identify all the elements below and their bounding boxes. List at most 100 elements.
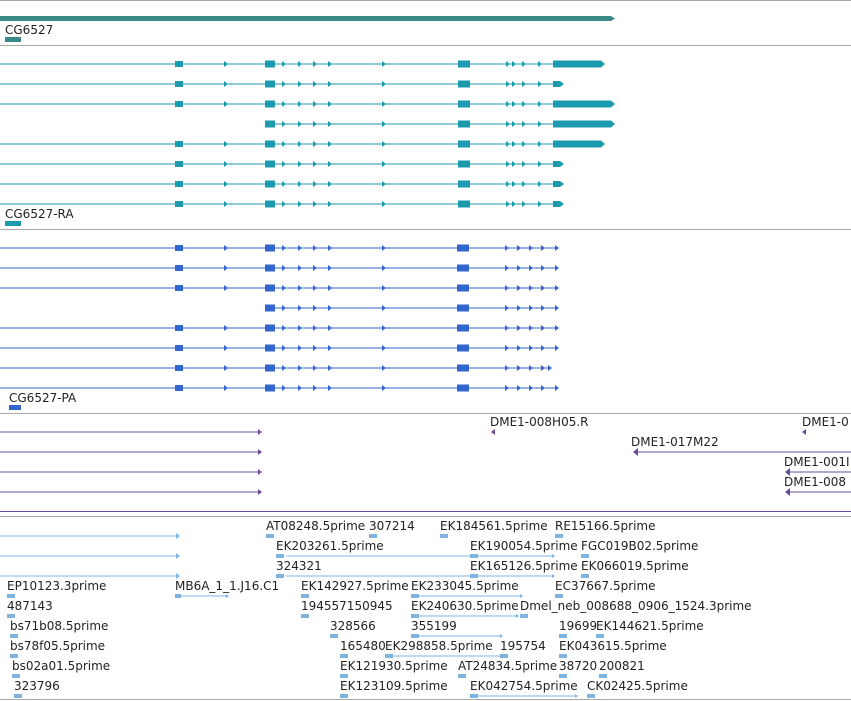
strand-arrow[interactable] [224,81,228,87]
strand-arrow[interactable] [224,61,228,67]
strand-arrow[interactable] [313,81,317,87]
strand-arrow[interactable] [282,141,286,147]
strand-arrow[interactable] [328,325,332,331]
strand-arrow[interactable] [538,101,542,107]
exon-block[interactable] [265,100,275,108]
strand-arrow[interactable] [328,101,332,107]
exon-block[interactable] [175,181,183,187]
strand-arrow[interactable] [517,245,521,251]
strand-arrow[interactable] [522,161,526,167]
strand-arrow[interactable] [224,265,228,271]
strand-arrow[interactable] [541,265,545,271]
strand-arrow[interactable] [529,265,533,271]
exon-block[interactable] [440,534,448,538]
exon-block[interactable] [265,264,275,272]
strand-arrow[interactable] [505,345,509,351]
strand-arrow[interactable] [282,305,286,311]
strand-arrow[interactable] [382,365,386,371]
exon-block[interactable] [559,654,567,658]
exon-block[interactable] [457,304,469,312]
exon-block[interactable] [340,654,348,658]
strand-arrow[interactable] [552,554,555,558]
strand-arrow[interactable] [575,694,578,698]
strand-arrow[interactable] [517,305,521,311]
strand-arrow[interactable] [529,385,533,391]
exon-block[interactable] [458,160,470,168]
strand-arrow[interactable] [224,325,228,331]
strand-arrow[interactable] [298,141,302,147]
strand-arrow[interactable] [505,365,509,371]
exon-block[interactable] [520,614,528,618]
exon-block[interactable] [599,674,607,678]
exon-block[interactable] [340,674,348,678]
strand-arrow[interactable] [328,365,332,371]
strand-arrow[interactable] [313,285,317,291]
exon-block[interactable] [175,141,183,147]
strand-arrow[interactable] [522,181,526,187]
exon-end[interactable] [553,201,564,207]
exon-block[interactable] [265,160,275,168]
strand-arrow[interactable] [522,81,526,87]
strand-arrow[interactable] [522,61,526,67]
strand-arrow[interactable] [512,181,516,187]
strand-arrow[interactable] [298,121,302,127]
strand-arrow[interactable] [282,81,286,87]
strand-arrow[interactable] [785,468,790,476]
strand-arrow[interactable] [541,305,545,311]
exon-block[interactable] [457,244,469,252]
strand-arrow[interactable] [555,385,559,391]
exon-block[interactable] [500,654,508,658]
strand-arrow[interactable] [298,161,302,167]
exon-block[interactable] [559,634,567,638]
strand-arrow[interactable] [313,181,317,187]
exon-block[interactable] [265,304,275,312]
strand-arrow[interactable] [541,365,545,371]
strand-arrow[interactable] [505,385,509,391]
strand-arrow[interactable] [522,121,526,127]
exon-block[interactable] [457,384,469,392]
exon-block[interactable] [175,325,183,331]
exon-block[interactable] [581,574,589,578]
strand-arrow[interactable] [224,285,228,291]
strand-arrow[interactable] [529,325,533,331]
strand-arrow[interactable] [328,265,332,271]
exon-block[interactable] [581,554,589,558]
strand-arrow[interactable] [328,245,332,251]
strand-arrow[interactable] [298,181,302,187]
exon-block[interactable] [555,594,563,598]
strand-arrow[interactable] [226,594,229,598]
strand-arrow[interactable] [258,429,262,435]
strand-arrow[interactable] [552,574,555,578]
exon-block[interactable] [7,594,15,598]
exon-block[interactable] [265,80,275,88]
strand-arrow[interactable] [328,121,332,127]
strand-arrow[interactable] [282,101,286,107]
strand-arrow[interactable] [555,245,559,251]
exon-block[interactable] [301,594,309,598]
strand-arrow[interactable] [176,533,180,539]
exon-block[interactable] [265,284,275,292]
strand-arrow[interactable] [298,345,302,351]
strand-arrow[interactable] [517,365,521,371]
exon-block[interactable] [276,554,284,558]
strand-arrow[interactable] [313,121,317,127]
strand-arrow[interactable] [313,385,317,391]
exon-block[interactable] [265,324,275,332]
strand-arrow[interactable] [506,121,510,127]
exon-end[interactable] [553,81,564,87]
exon-block[interactable] [458,100,470,108]
strand-arrow[interactable] [298,81,302,87]
strand-arrow[interactable] [382,141,386,147]
strand-arrow[interactable] [224,245,228,251]
strand-arrow[interactable] [313,201,317,207]
strand-arrow[interactable] [298,61,302,67]
strand-arrow[interactable] [555,305,559,311]
exon-end[interactable] [553,161,564,167]
strand-arrow[interactable] [522,141,526,147]
strand-arrow[interactable] [802,429,806,435]
strand-arrow[interactable] [506,201,510,207]
exon-block[interactable] [369,534,377,538]
exon-block[interactable] [175,385,183,391]
exon-end[interactable] [553,181,564,187]
strand-arrow[interactable] [538,201,542,207]
